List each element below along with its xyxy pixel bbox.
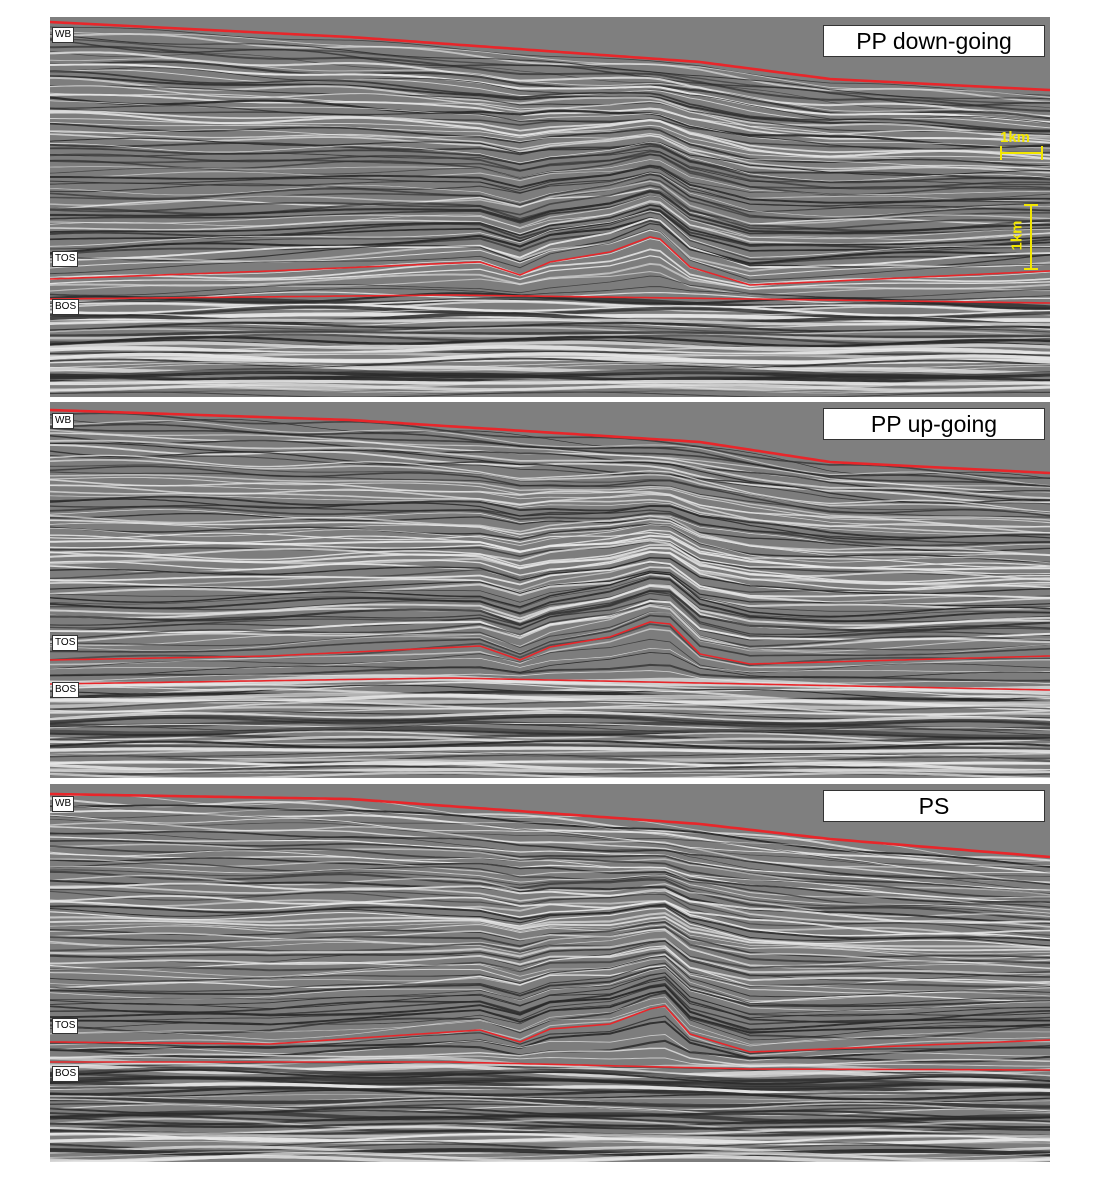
water-column: [50, 784, 1050, 857]
seismic-section-image: [50, 402, 1050, 778]
horizon-line-wb: [50, 408, 1050, 475]
horizon-line-wb: [50, 20, 1050, 92]
horizon-line-wb: [50, 792, 1050, 859]
scale-bar-vertical: [1030, 204, 1032, 270]
horizon-label-wb: WB: [52, 413, 75, 429]
seismic-panel-pp-down-going: PP down-going WB TOS BOS 1km 1km: [50, 17, 1050, 397]
panel-title: PS: [823, 790, 1045, 822]
horizon-line-tos: [50, 1005, 1050, 1053]
horizon-line-tos: [50, 621, 1050, 665]
horizon-line-tos: [50, 236, 1050, 286]
scale-bar-horizontal-tick-left: [1000, 146, 1002, 160]
horizon-label-tos: TOS: [52, 251, 79, 267]
horizon-label-wb: WB: [52, 27, 75, 43]
panel-title: PP down-going: [823, 25, 1045, 57]
seismic-section-image: [50, 784, 1050, 1162]
horizon-label-tos: TOS: [52, 635, 79, 651]
seismic-section-image: [50, 17, 1050, 397]
reflector-texture: [50, 412, 1050, 778]
horizon-label-bos: BOS: [52, 299, 80, 315]
seismic-panel-ps: PS WB TOS BOS: [50, 784, 1050, 1162]
water-column: [50, 17, 1050, 90]
scale-bar-vertical-tick-top: [1024, 204, 1038, 206]
horizon-label-wb: WB: [52, 796, 75, 812]
seismic-panel-pp-up-going: PP up-going WB TOS BOS: [50, 402, 1050, 778]
scale-bar-vertical-tick-bottom: [1024, 268, 1038, 270]
reflector-texture: [50, 26, 1050, 397]
water-column: [50, 402, 1050, 473]
horizon-line-bos: [50, 294, 1050, 304]
panel-title: PP up-going: [823, 408, 1045, 440]
horizon-label-bos: BOS: [52, 682, 80, 698]
scale-bar-horizontal: [1000, 152, 1043, 154]
horizon-label-tos: TOS: [52, 1018, 79, 1034]
scale-label-vertical: 1km: [1008, 220, 1026, 251]
scale-bar-horizontal-tick-right: [1041, 146, 1043, 160]
horizon-line-bos: [50, 1061, 1050, 1071]
scale-label-horizontal: 1km: [1000, 129, 1031, 146]
reflector-texture: [50, 794, 1050, 1162]
horizon-label-bos: BOS: [52, 1066, 80, 1082]
horizon-line-bos: [50, 677, 1050, 691]
